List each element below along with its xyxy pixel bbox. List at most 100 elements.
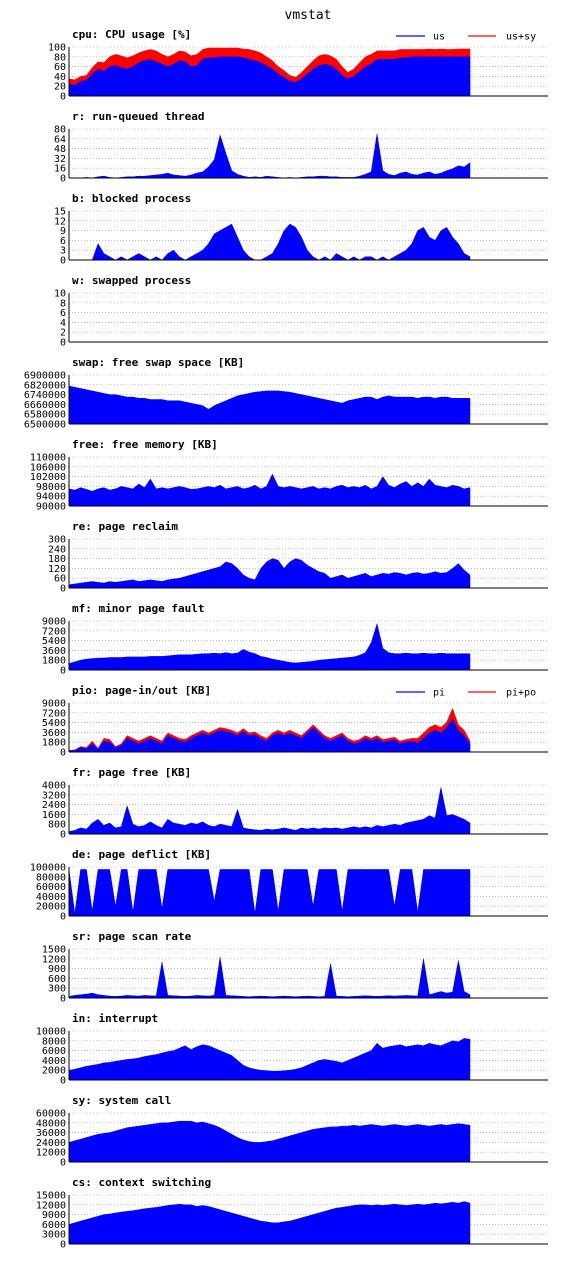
tick-label-mf-5: 9000: [42, 617, 66, 628]
tick-label-de-3: 60000: [36, 882, 66, 893]
tick-label-w-2: 4: [60, 318, 66, 329]
tick-label-pio-3: 5400: [42, 718, 66, 729]
chart-title-pio: pio: page-in/out [KB]: [72, 684, 211, 697]
tick-label-pio-4: 7200: [42, 708, 66, 719]
tick-label-sr-4: 1200: [42, 954, 66, 965]
series-area-cs-cs: [68, 1201, 471, 1245]
series-area-r-r: [69, 133, 471, 179]
tick-label-re-4: 240: [48, 544, 66, 555]
tick-label-fr-5: 4000: [42, 781, 66, 792]
tick-label-cs-1: 3000: [42, 1230, 66, 1241]
tick-label-pio-2: 3600: [42, 728, 66, 739]
tick-label-cs-5: 15000: [36, 1191, 66, 1202]
chart-panel-pio: pio: page-in/out [KB] 0180036005400720090…: [42, 684, 548, 759]
tick-label-sy-5: 60000: [36, 1109, 66, 1120]
series-area-mf-mf: [68, 622, 471, 671]
chart-title-b: b: blocked process: [72, 192, 191, 205]
tick-label-de-5: 100000: [30, 863, 66, 874]
tick-label-sy-4: 48000: [36, 1118, 66, 1129]
tick-label-w-0: 0: [60, 338, 66, 349]
tick-label-re-2: 120: [48, 564, 66, 575]
tick-label-swap-0: 6500000: [24, 420, 66, 431]
page-title: vmstat: [285, 8, 332, 23]
tick-label-mf-0: 0: [60, 666, 66, 677]
tick-label-r-3: 48: [54, 144, 66, 155]
tick-label-de-0: 0: [60, 912, 66, 923]
chart-panel-mf: mf: minor page fault 01800360054007200900…: [42, 602, 548, 677]
legend-label-pio-pi+po: pi+po: [506, 688, 536, 699]
chart-title-r: r: run-queued thread: [72, 110, 204, 123]
tick-label-sr-3: 900: [48, 964, 66, 975]
series-area-cpu-us: [68, 56, 471, 97]
legend-label-pio-pi: pi: [433, 688, 445, 699]
tick-label-r-4: 64: [54, 134, 66, 145]
tick-label-in-2: 4000: [42, 1056, 66, 1067]
legend-cpu: us us+sy: [396, 32, 536, 43]
tick-label-cpu-1: 20: [54, 82, 66, 93]
tick-label-fr-1: 800: [48, 820, 66, 831]
tick-label-in-0: 0: [60, 1076, 66, 1087]
tick-label-cs-3: 9000: [42, 1210, 66, 1221]
series-area-fr-fr: [68, 787, 471, 835]
tick-label-re-3: 180: [48, 554, 66, 565]
tick-label-sr-5: 1500: [42, 945, 66, 956]
tick-label-pio-1: 1800: [42, 738, 66, 749]
tick-label-free-1: 94000: [36, 492, 66, 503]
chart-title-cs: cs: context switching: [72, 1176, 211, 1189]
series-area-b-b: [69, 223, 471, 261]
tick-label-cpu-3: 60: [54, 62, 66, 73]
chart-title-free: free: free memory [KB]: [72, 438, 218, 451]
series-area-free-free: [68, 473, 471, 507]
tick-label-swap-4: 6820000: [24, 380, 66, 391]
tick-label-in-4: 8000: [42, 1036, 66, 1047]
tick-label-b-3: 9: [60, 226, 66, 237]
tick-label-swap-3: 6740000: [24, 390, 66, 401]
series-area-sr-sr: [68, 957, 471, 999]
tick-label-b-0: 0: [60, 256, 66, 267]
tick-label-pio-0: 0: [60, 748, 66, 759]
tick-label-fr-2: 1600: [42, 810, 66, 821]
tick-label-r-1: 16: [54, 164, 66, 175]
chart-title-sy: sy: system call: [72, 1094, 171, 1107]
tick-label-sy-2: 24000: [36, 1138, 66, 1149]
tick-label-cpu-5: 100: [48, 43, 66, 54]
chart-title-cpu: cpu: CPU usage [%]: [72, 28, 191, 41]
chart-panel-cs: cs: context switching 0300060009000120001…: [36, 1176, 548, 1251]
tick-label-r-0: 0: [60, 174, 66, 185]
tick-label-re-1: 60: [54, 574, 66, 585]
tick-label-free-5: 110000: [30, 453, 66, 464]
tick-label-w-3: 6: [60, 308, 66, 319]
tick-label-re-5: 300: [48, 535, 66, 546]
tick-label-r-2: 32: [54, 154, 66, 165]
tick-label-re-0: 0: [60, 584, 66, 595]
tick-label-sr-0: 0: [60, 994, 66, 1005]
chart-title-swap: swap: free swap space [KB]: [72, 356, 244, 369]
chart-title-w: w: swapped process: [72, 274, 191, 287]
legend-pio: pi pi+po: [396, 688, 536, 699]
tick-label-fr-0: 0: [60, 830, 66, 841]
chart-panel-free: free: free memory [KB] 900009400098000102…: [30, 438, 548, 513]
tick-label-free-3: 102000: [30, 472, 66, 483]
tick-label-b-1: 3: [60, 246, 66, 257]
chart-panel-sy: sy: system call 0120002400036000480006000…: [36, 1094, 548, 1169]
tick-label-pio-5: 9000: [42, 699, 66, 710]
series-area-re-re: [68, 558, 471, 589]
tick-label-cpu-0: 0: [60, 92, 66, 103]
chart-title-mf: mf: minor page fault: [72, 602, 204, 615]
chart-panel-swap: swap: free swap space [KB] 65000006580000…: [24, 356, 548, 431]
tick-label-in-1: 2000: [42, 1066, 66, 1077]
legend-label-cpu-us+sy: us+sy: [506, 32, 536, 43]
tick-label-b-2: 6: [60, 236, 66, 247]
chart-title-de: de: page deflict [KB]: [72, 848, 211, 861]
series-area-de-de: [68, 869, 471, 917]
series-area-swap-swap: [68, 385, 471, 425]
tick-label-mf-2: 3600: [42, 646, 66, 657]
chart-title-re: re: page reclaim: [72, 520, 178, 533]
tick-label-sy-1: 12000: [36, 1148, 66, 1159]
tick-label-w-4: 8: [60, 298, 66, 309]
